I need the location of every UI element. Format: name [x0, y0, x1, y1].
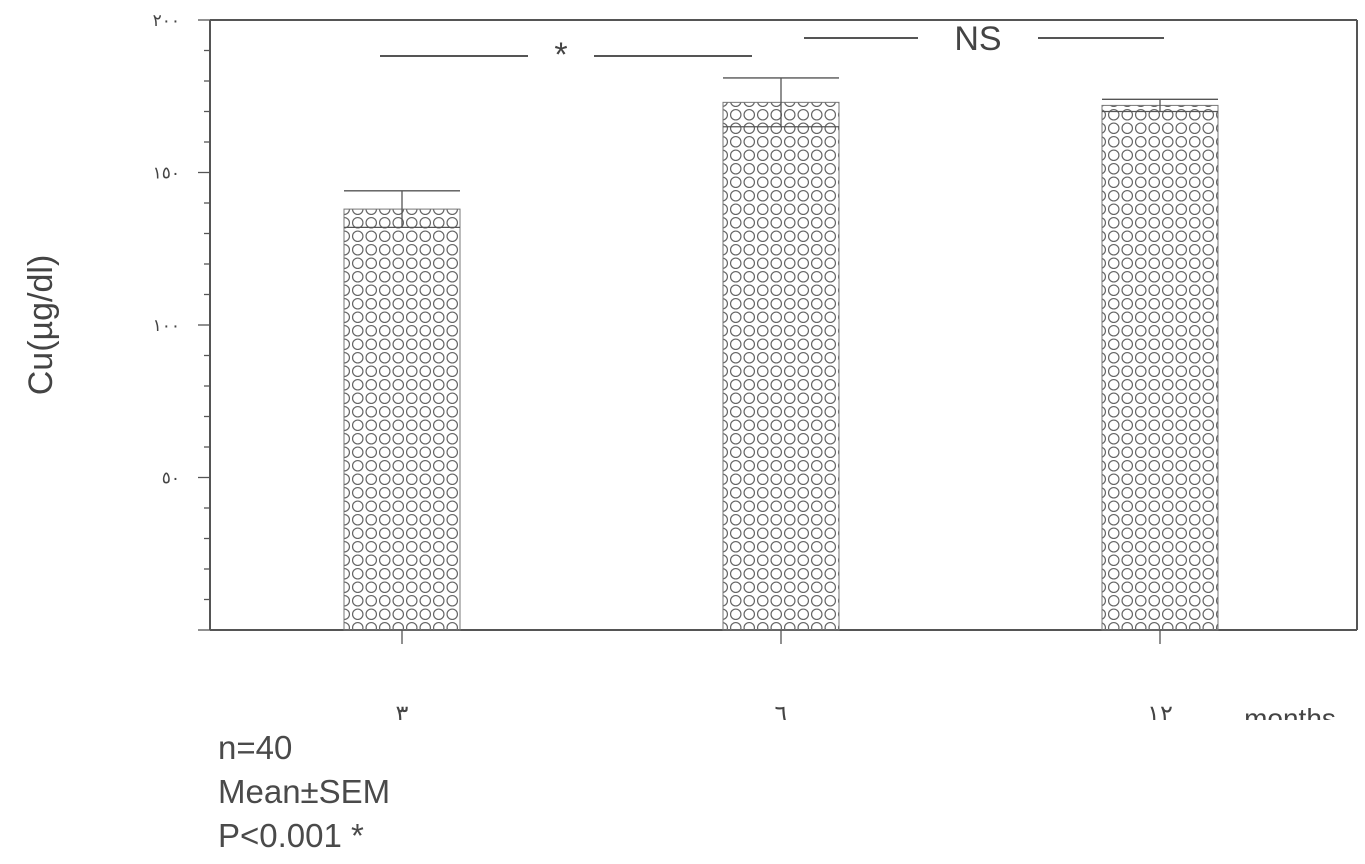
significance-label: NS: [954, 20, 1001, 58]
bar: [343, 208, 461, 631]
x-unit-label: months: [1244, 703, 1336, 720]
y-tick-label: ٥٠: [162, 469, 180, 489]
y-axis-ticks: ٥٠ ١٠٠ ١٥٠ ٢٠٠: [153, 11, 210, 631]
x-axis-labels: ٣ ٦ ١٢: [396, 700, 1173, 720]
chart-notes: n=40 Mean±SEM P<0.001 *: [218, 726, 390, 858]
y-tick-label: ٢٠٠: [153, 11, 180, 31]
x-tick-label: ٦: [775, 700, 788, 720]
bar: [1101, 104, 1219, 631]
y-tick-label: ١٥٠: [153, 164, 180, 184]
bar: [722, 101, 840, 631]
p-value-note: P<0.001 *: [218, 817, 364, 854]
bars: [343, 77, 1219, 644]
y-axis-title: Cu(µg/dl): [22, 255, 60, 396]
sample-size-note: n=40: [218, 729, 293, 766]
y-tick-label: ١٠٠: [153, 316, 180, 336]
chart: ٥٠ ١٠٠ ١٥٠ ٢٠٠ * NS ٣ ٦ ١٢ Cu(µg/dl) months: [22, 11, 1358, 720]
significance-label: *: [554, 36, 567, 74]
statistic-note: Mean±SEM: [218, 773, 391, 810]
significance-annotations: * NS: [380, 20, 1164, 74]
x-tick-label: ١٢: [1147, 700, 1173, 720]
x-tick-label: ٣: [396, 700, 409, 720]
